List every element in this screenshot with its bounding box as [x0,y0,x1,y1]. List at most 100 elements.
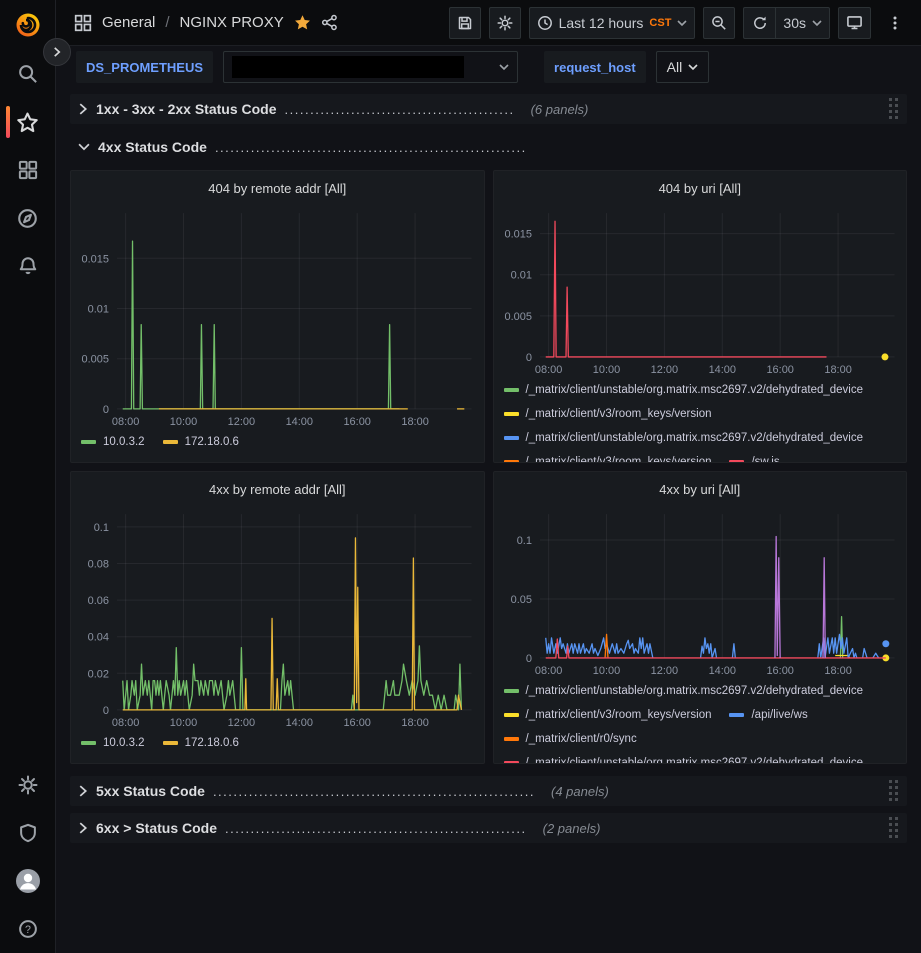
legend-item[interactable]: /_matrix/client/unstable/org.matrix.msc2… [503,682,863,700]
row-6xx[interactable]: 6xx > Status Code ......................… [70,813,907,843]
chevron-down-icon [812,19,822,26]
legend-label: 172.18.0.6 [184,737,239,749]
timeseries-chart[interactable]: 08:00 10:00 12:00 14:00 16:00 18:00 0 0.005 0.01… [71,201,484,431]
chevron-right-icon [79,103,88,115]
zoom-out-button[interactable] [703,6,736,39]
datasource-variable-dropdown[interactable] [223,51,519,83]
legend-item[interactable]: /sw.js [729,453,780,462]
row-panel-count: (6 panels) [530,101,589,117]
chevron-down-icon [499,64,509,71]
sidebar-item-explore[interactable] [0,194,56,242]
legend-item[interactable]: /_matrix/client/r0/sync [503,730,637,748]
gear-icon [18,775,37,795]
save-dashboard-button[interactable] [448,6,481,39]
legend-item[interactable]: /_matrix/client/unstable/org.matrix.msc2… [503,429,863,447]
legend-item[interactable]: 10.0.3.2 [81,433,145,451]
breadcrumb-folder[interactable]: General [102,14,156,31]
sidebar-item-server-admin[interactable] [0,809,56,857]
time-range-picker[interactable]: Last 12 hours CST [528,6,696,39]
request-host-variable-dropdown[interactable]: All [655,51,710,83]
svg-text:12:00: 12:00 [650,665,677,677]
legend-label: /sw.js [751,456,780,462]
help-icon: ? [18,920,37,938]
panel-title[interactable]: 4xx by remote addr [All] [208,481,346,497]
sidebar-item-configuration[interactable] [0,761,56,809]
sidebar-item-alerting[interactable] [0,242,56,290]
panel-title[interactable]: 404 by remote addr [All] [208,180,347,196]
timezone-label: CST [649,16,672,29]
svg-text:14:00: 14:00 [286,416,313,428]
panel-title[interactable]: 404 by uri [All] [658,180,741,196]
legend-item[interactable]: /_matrix/client/unstable/org.matrix.msc2… [503,381,863,399]
share-icon[interactable] [321,14,338,31]
legend-item[interactable]: 10.0.3.2 [81,734,145,752]
chevron-right-icon [79,822,88,834]
svg-text:08:00: 08:00 [534,364,561,376]
dashboard-settings-button[interactable] [488,6,521,39]
svg-text:08:00: 08:00 [534,665,561,677]
sidebar-item-starred[interactable] [0,98,56,146]
dashboards-grid-icon [18,160,37,180]
legend: /_matrix/client/unstable/org.matrix.msc2… [494,379,907,462]
svg-text:18:00: 18:00 [824,665,851,677]
panel-title[interactable]: 4xx by uri [All] [659,481,741,497]
timeseries-chart[interactable]: 08:00 10:00 12:00 14:00 16:00 18:00 0 0.005 0.01… [494,201,907,379]
row-drag-handle[interactable] [889,98,899,120]
svg-text:0.08: 0.08 [88,559,109,571]
refresh-button[interactable] [743,6,776,39]
series-swatch [162,440,178,444]
series-swatch [162,741,178,745]
series-swatch [503,460,519,462]
row-title-dots: ........................................… [214,139,527,155]
legend-item[interactable]: /_matrix/client/v3/room_keys/version [503,405,711,423]
request-host-value: All [666,59,683,75]
refresh-icon [753,16,766,29]
time-range-label: Last 12 hours [558,14,644,31]
top-navbar: General / NGINX PROXY Last [56,0,921,46]
avatar [15,869,40,893]
legend-item[interactable]: /_matrix/client/v3/room_keys/version [503,706,712,724]
sidebar-item-profile[interactable] [0,857,56,905]
row-title: 5xx Status Code [96,783,205,799]
sidebar-item-dashboards[interactable] [0,146,56,194]
favorite-star-icon[interactable] [294,14,311,31]
breadcrumb: General / NGINX PROXY [74,14,338,32]
svg-text:0.01: 0.01 [510,270,531,282]
series-swatch [503,737,519,741]
grafana-logo[interactable] [0,0,55,50]
sidebar-item-search[interactable] [0,50,56,98]
legend-label: /api/live/ws [751,709,808,721]
svg-text:18:00: 18:00 [824,364,851,376]
svg-text:18:00: 18:00 [401,717,428,729]
timeseries-chart[interactable]: 08:00 10:00 12:00 14:00 16:00 18:00 0 0.02 0.04 0… [71,502,484,732]
row-5xx[interactable]: 5xx Status Code ........................… [70,776,907,806]
refresh-interval-dropdown[interactable]: 30s [775,6,830,39]
legend-item[interactable]: 172.18.0.6 [162,734,239,752]
more-options-button[interactable] [879,7,911,39]
row-title-dots: ........................................… [225,820,527,836]
tv-mode-button[interactable] [838,6,871,39]
row-4xx[interactable]: 4xx Status Code ........................… [70,132,907,162]
row-title-dots: ........................................… [212,783,535,799]
sidebar-expand-button[interactable] [43,38,71,66]
series-swatch [503,412,519,416]
legend-item[interactable]: /api/live/ws [729,706,808,724]
legend-label: /_matrix/client/v3/room_keys/version [525,709,712,721]
legend-item[interactable]: /_matrix/client/v3/room_keys/version [503,453,711,462]
variable-label-request-host: request_host [544,51,646,83]
series-swatch [81,440,96,444]
series-swatch [729,460,745,462]
row-drag-handle[interactable] [889,780,899,802]
row-1xx-3xx-2xx[interactable]: 1xx - 3xx - 2xx Status Code ............… [70,94,907,124]
search-icon [18,65,37,83]
panel-404-by-uri: 404 by uri [All] 08:00 10:00 12:00 14:00 16:… [492,170,907,463]
timeseries-chart[interactable]: 08:00 10:00 12:00 14:00 16:00 18:00 0 0.05 0.1 [494,502,907,680]
svg-text:0.005: 0.005 [82,354,109,366]
legend-item[interactable]: /_matrix/client/unstable/org.matrix.msc2… [503,754,863,763]
legend-item[interactable]: 172.18.0.6 [162,433,239,451]
breadcrumb-dashboard-title[interactable]: NGINX PROXY [179,14,284,31]
svg-text:0.015: 0.015 [82,253,109,265]
sidebar-item-help[interactable]: ? [0,905,56,953]
row-drag-handle[interactable] [889,817,899,839]
zoom-out-icon [712,15,727,30]
